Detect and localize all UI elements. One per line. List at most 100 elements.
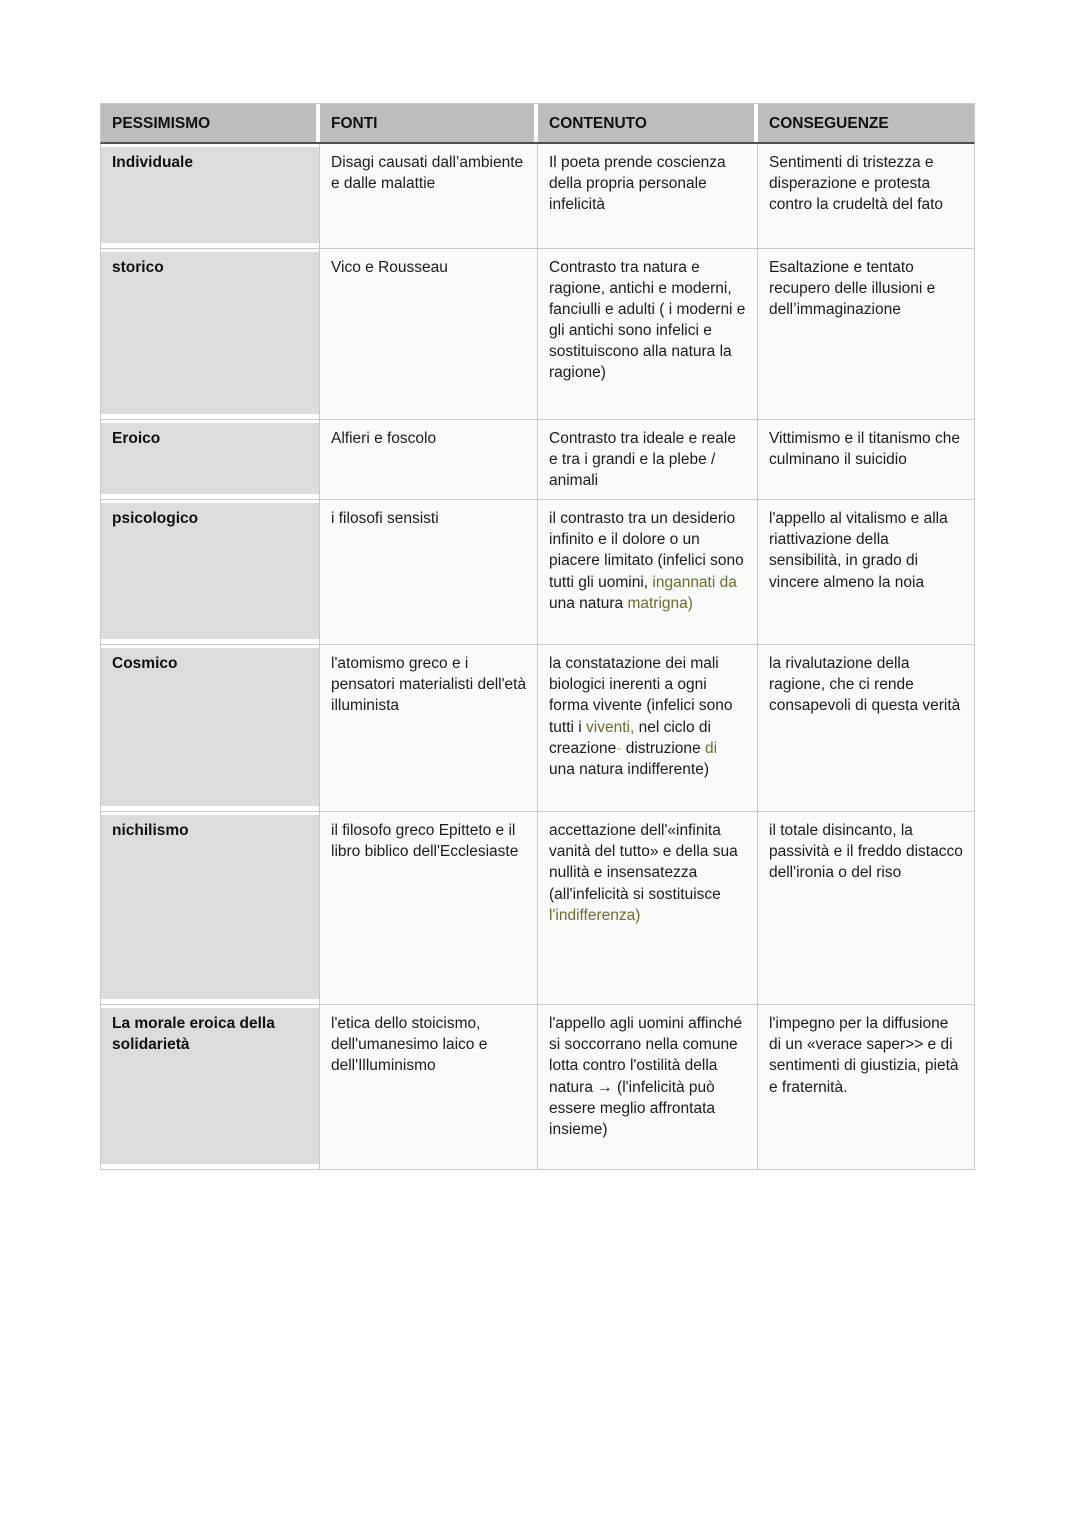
- cell-conseguenze: la rivalutazione della ragione, che ci r…: [758, 645, 975, 813]
- cell-text: i filosofi sensisti: [331, 510, 439, 528]
- cell-contenuto: la constatazione dei mali biologici iner…: [538, 645, 758, 813]
- cell-contenuto-text: accettazione dell'«infinita vanità del t…: [549, 820, 747, 996]
- cell-text: Contrasto tra natura e ragione, antichi …: [549, 259, 746, 382]
- cell-text: Sentimenti di tristezza e disperazione e…: [769, 154, 944, 214]
- cell-fonti-text: i filosofi sensisti: [331, 508, 527, 636]
- cell-pessimismo-label: Cosmico: [100, 645, 320, 813]
- cell-text: una natura indifferente): [549, 760, 709, 778]
- cell-text: Vico e Rousseau: [331, 259, 448, 277]
- cell-fonti: i filosofi sensisti: [320, 500, 538, 646]
- row-label: psicologico: [112, 510, 199, 528]
- table-body: Individuale Disagi causati dall’ambiente …: [100, 144, 975, 1171]
- cell-text: la rivalutazione della ragione, che ci r…: [769, 655, 961, 715]
- cell-pessimismo-label: La morale eroica della solidarietà: [100, 1005, 320, 1171]
- highlighted-text: l'indifferenza): [549, 906, 641, 924]
- cell-conseguenze: l'impegno per la diffusione di un «verac…: [758, 1005, 975, 1171]
- cell-contenuto: Contrasto tra ideale e reale e tra i gra…: [538, 420, 758, 501]
- cell-text: Il poeta prende coscienza della propria …: [549, 154, 726, 214]
- table-row: Individuale Disagi causati dall’ambiente …: [100, 144, 975, 250]
- cell-text: il contrasto tra un desiderio infinito e…: [549, 510, 744, 591]
- cell-text: Vittimismo e il titanismo che culminano …: [769, 430, 960, 469]
- cell-fonti-text: Vico e Rousseau: [331, 257, 527, 411]
- cell-contenuto: il contrasto tra un desiderio infinito e…: [538, 500, 758, 646]
- cell-fonti: Vico e Rousseau: [320, 249, 538, 421]
- cell-text: distruzione: [621, 739, 705, 757]
- cell-contenuto: Il poeta prende coscienza della propria …: [538, 144, 758, 250]
- cell-text: l'etica dello stoicismo, dell'umanesimo …: [331, 1015, 488, 1075]
- cell-text: Esaltazione e tentato recupero delle ill…: [769, 259, 936, 319]
- highlighted-text: viventi,: [586, 718, 635, 736]
- cell-contenuto: l'appello agli uomini affinché si soccor…: [538, 1005, 758, 1171]
- row-label: La morale eroica della solidarietà: [112, 1015, 275, 1054]
- cell-fonti: Disagi causati dall’ambiente e dalle mal…: [320, 144, 538, 250]
- cell-fonti: il filosofo greco Epitteto e il libro bi…: [320, 812, 538, 1006]
- table-row: Cosmico l'atomismo greco e i pensatori ma…: [100, 645, 975, 813]
- cell-contenuto-text: il contrasto tra un desiderio infinito e…: [549, 508, 747, 636]
- header-fonti: FONTI: [320, 103, 538, 145]
- cell-fonti: l'etica dello stoicismo, dell'umanesimo …: [320, 1005, 538, 1171]
- cell-conseguenze-text: il totale disincanto, la passività e il …: [769, 820, 964, 996]
- cell-text: la constatazione dei mali biologici iner…: [549, 655, 733, 736]
- cell-text: Disagi causati dall’ambiente e dalle mal…: [331, 154, 524, 193]
- cell-text: nel ciclo di creazione: [549, 718, 711, 757]
- cell-text: l'impegno per la diffusione di un «verac…: [769, 1015, 959, 1096]
- pessimism-table: PESSIMISMO FONTI CONTENUTO CONSEGUENZE I…: [100, 103, 975, 1171]
- header-contenuto: CONTENUTO: [538, 103, 758, 145]
- cell-pessimismo-label: psicologico: [100, 500, 320, 646]
- cell-text: accettazione dell'«infinita vanità del t…: [549, 822, 738, 903]
- cell-contenuto: Contrasto tra natura e ragione, antichi …: [538, 249, 758, 421]
- cell-conseguenze: Vittimismo e il titanismo che culminano …: [758, 420, 975, 501]
- cell-pessimismo-label: Individuale: [100, 144, 320, 250]
- cell-fonti-text: l'atomismo greco e i pensatori materiali…: [331, 653, 527, 803]
- cell-contenuto-text: Contrasto tra ideale e reale e tra i gra…: [549, 428, 747, 491]
- cell-text: l'appello agli uomini affinché si soccor…: [549, 1015, 743, 1138]
- row-label: Individuale: [112, 154, 193, 172]
- cell-conseguenze-text: l'appello al vitalismo e alla riattivazi…: [769, 508, 964, 636]
- cell-conseguenze: Sentimenti di tristezza e disperazione e…: [758, 144, 975, 250]
- row-label: nichilismo: [112, 822, 189, 840]
- cell-text: l'atomismo greco e i pensatori materiali…: [331, 655, 527, 715]
- cell-text: una natura: [549, 594, 628, 612]
- highlighted-text: di: [704, 739, 718, 757]
- header-conseguenze: CONSEGUENZE: [758, 103, 975, 145]
- table-row: storico Vico e Rousseau Contrasto tra natu…: [100, 249, 975, 421]
- highlighted-text: -: [616, 739, 622, 757]
- cell-fonti-text: Disagi causati dall’ambiente e dalle mal…: [331, 152, 527, 240]
- cell-conseguenze-text: la rivalutazione della ragione, che ci r…: [769, 653, 964, 803]
- table-row: La morale eroica della solidarietà l'etic…: [100, 1005, 975, 1171]
- cell-contenuto: accettazione dell'«infinita vanità del t…: [538, 812, 758, 1006]
- cell-fonti: Alfieri e foscolo: [320, 420, 538, 501]
- cell-conseguenze-text: l'impegno per la diffusione di un «verac…: [769, 1013, 964, 1161]
- cell-fonti-text: l'etica dello stoicismo, dell'umanesimo …: [331, 1013, 527, 1161]
- cell-conseguenze-text: Vittimismo e il titanismo che culminano …: [769, 428, 964, 490]
- cell-pessimismo-label: storico: [100, 249, 320, 421]
- cell-text: Contrasto tra ideale e reale e tra i gra…: [549, 430, 736, 490]
- cell-conseguenze: l'appello al vitalismo e alla riattivazi…: [758, 500, 975, 646]
- cell-fonti-text: Alfieri e foscolo: [331, 428, 527, 490]
- cell-contenuto-text: la constatazione dei mali biologici iner…: [549, 653, 747, 803]
- cell-contenuto-text: Contrasto tra natura e ragione, antichi …: [549, 257, 747, 411]
- cell-fonti-text: il filosofo greco Epitteto e il libro bi…: [331, 820, 527, 996]
- cell-conseguenze: il totale disincanto, la passività e il …: [758, 812, 975, 1006]
- cell-text: l'appello al vitalismo e alla riattivazi…: [769, 510, 948, 591]
- cell-pessimismo-label: Eroico: [100, 420, 320, 501]
- row-label: Eroico: [112, 430, 161, 448]
- table-row: nichilismo il filosofo greco Epitteto e i…: [100, 812, 975, 1006]
- cell-text: il filosofo greco Epitteto e il libro bi…: [331, 822, 519, 861]
- cell-conseguenze: Esaltazione e tentato recupero delle ill…: [758, 249, 975, 421]
- highlighted-text: ingannati da: [652, 573, 737, 591]
- cell-text: Alfieri e foscolo: [331, 430, 437, 448]
- table-row: Eroico Alfieri e foscolo Contrasto tra ide…: [100, 420, 975, 501]
- table-row: psicologico i filosofi sensisti il contras…: [100, 500, 975, 646]
- cell-contenuto-text: l'appello agli uomini affinché si soccor…: [549, 1013, 747, 1161]
- cell-conseguenze-text: Sentimenti di tristezza e disperazione e…: [769, 152, 964, 240]
- cell-pessimismo-label: nichilismo: [100, 812, 320, 1006]
- header-row: PESSIMISMO FONTI CONTENUTO CONSEGUENZE: [100, 103, 975, 145]
- row-label: Cosmico: [112, 655, 178, 673]
- header-pessimismo: PESSIMISMO: [100, 103, 320, 145]
- row-label: storico: [112, 259, 164, 277]
- highlighted-text: matrigna): [627, 594, 693, 612]
- cell-conseguenze-text: Esaltazione e tentato recupero delle ill…: [769, 257, 964, 411]
- cell-text: il totale disincanto, la passività e il …: [769, 822, 963, 882]
